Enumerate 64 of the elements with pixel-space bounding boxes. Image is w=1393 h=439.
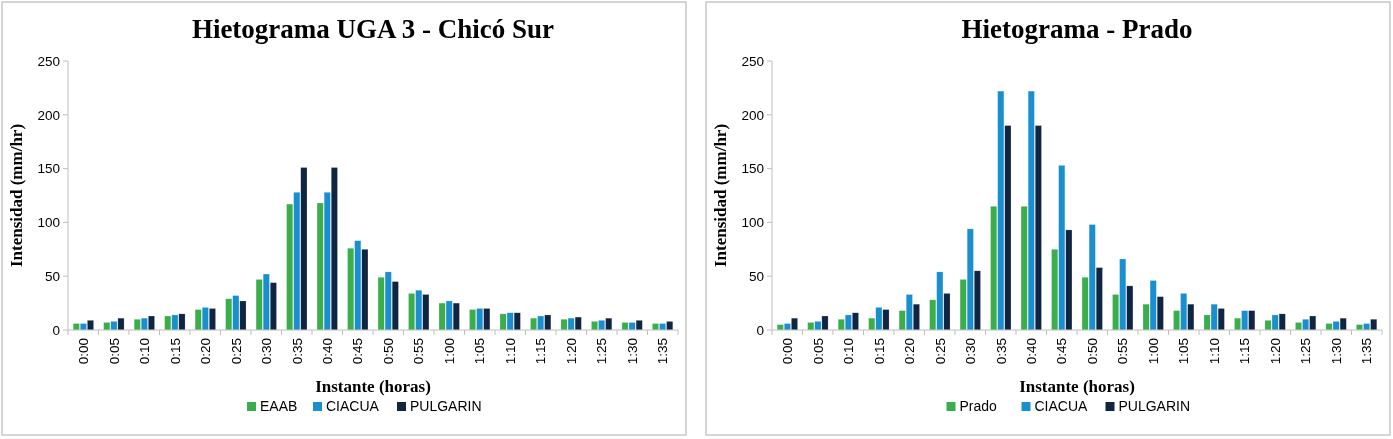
x-tick-label: 0:50 [1084, 338, 1100, 365]
y-tick-label: 50 [44, 268, 60, 284]
x-tick-label: 0:35 [289, 338, 305, 365]
legend-label: PULGARIN [1118, 398, 1191, 414]
x-tick-label: 0:40 [1024, 338, 1039, 365]
x-tick-label: 1:25 [594, 338, 610, 365]
y-tick-label: 150 [741, 161, 764, 177]
y-tick-label: 0 [52, 322, 60, 338]
x-tick-label: 0:05 [810, 338, 826, 365]
x-tick-label: 1:05 [1176, 338, 1192, 365]
x-tick-label: 1:35 [655, 338, 671, 365]
x-tick-label: 1:35 [1359, 338, 1375, 365]
y-tick-label: 200 [741, 107, 764, 123]
x-tick-label: 0:45 [1054, 338, 1070, 365]
x-tick-label: 1:05 [472, 338, 488, 365]
legend-label: Prado [959, 398, 998, 414]
legend-label: EAAB [260, 398, 298, 414]
x-tick-label: 0:20 [198, 338, 214, 365]
x-tick-label: 0:00 [780, 338, 796, 365]
x-axis-title: Instante (horas) [315, 377, 431, 396]
y-tick-label: 100 [741, 215, 764, 231]
y-tick-label: 100 [37, 215, 60, 231]
x-tick-label: 1:00 [1145, 338, 1161, 365]
x-tick-label: 1:15 [533, 338, 549, 365]
x-tick-label: 0:35 [993, 338, 1009, 365]
x-tick-label: 0:15 [871, 338, 887, 365]
x-tick-label: 1:15 [1237, 338, 1253, 365]
x-tick-label: 1:20 [563, 338, 579, 365]
chart-title: Hietograma - Prado [961, 14, 1193, 44]
x-tick-label: 0:10 [137, 338, 153, 365]
x-tick-label: 1:30 [624, 338, 640, 365]
x-tick-label: 0:20 [902, 338, 918, 365]
x-tick-label: 0:10 [841, 338, 857, 365]
legend-label: PULGARIN [410, 398, 482, 414]
legend-label: CIACUA [326, 398, 380, 414]
chart-title: Hietograma UGA 3 - Chicó Sur [191, 14, 555, 44]
legend-label: CIACUA [1034, 398, 1089, 414]
y-tick-label: 250 [37, 53, 60, 69]
x-tick-label: 1:10 [1206, 338, 1222, 365]
x-tick-label: 1:10 [502, 338, 518, 365]
x-tick-label: 1:25 [1298, 338, 1314, 365]
x-tick-label: 0:50 [380, 338, 396, 365]
x-tick-label: 1:00 [441, 338, 457, 365]
y-tick-label: 250 [741, 53, 764, 69]
x-tick-label: 0:25 [932, 338, 948, 365]
x-tick-label: 0:15 [167, 338, 183, 365]
y-axis-title: Intensidad (mm/hr) [711, 123, 730, 268]
y-tick-label: 150 [37, 161, 60, 177]
x-tick-label: 0:55 [411, 338, 427, 365]
x-tick-label: 0:05 [106, 338, 122, 365]
x-tick-label: 1:20 [1267, 338, 1283, 365]
y-tick-label: 200 [37, 107, 60, 123]
y-tick-label: 0 [756, 322, 764, 338]
x-tick-label: 0:00 [76, 338, 92, 365]
x-axis-title: Instante (horas) [1019, 377, 1135, 396]
x-tick-label: 0:25 [228, 338, 244, 365]
x-tick-label: 0:30 [259, 338, 275, 365]
x-tick-label: 1:30 [1328, 338, 1344, 365]
x-tick-label: 0:55 [1115, 338, 1131, 365]
x-tick-label: 0:40 [320, 338, 335, 365]
y-axis-title: Intensidad (mm/hr) [7, 123, 26, 268]
x-tick-label: 0:45 [350, 338, 366, 365]
y-tick-label: 50 [748, 268, 764, 284]
x-tick-label: 0:30 [963, 338, 979, 365]
